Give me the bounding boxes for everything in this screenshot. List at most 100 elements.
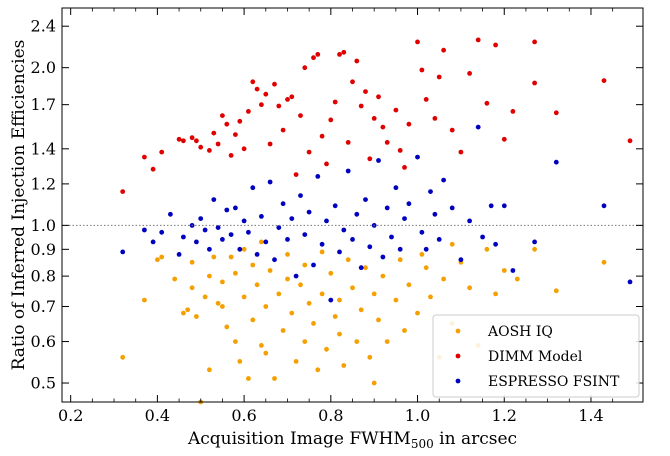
point-dimm-model-29	[293, 172, 299, 178]
point-aosh-iq-3	[159, 254, 165, 260]
point-espresso-fsint-36	[315, 174, 321, 179]
point-aosh-iq-21	[233, 270, 238, 276]
point-dimm-model-38	[332, 99, 338, 105]
point-espresso-fsint-13	[215, 225, 221, 231]
point-espresso-fsint-67	[467, 218, 472, 224]
point-aosh-iq-63	[376, 317, 381, 323]
legend-marker	[455, 328, 461, 334]
point-aosh-iq-85	[532, 246, 537, 252]
point-espresso-fsint-68	[475, 124, 481, 130]
point-aosh-iq-29	[259, 343, 264, 348]
point-dimm-model-8	[198, 144, 204, 150]
x-tick-label: 0.4	[145, 406, 170, 425]
point-dimm-model-47	[371, 116, 377, 121]
point-dimm-model-24	[272, 81, 277, 87]
point-aosh-iq-68	[402, 328, 407, 333]
point-espresso-fsint-73	[510, 268, 516, 273]
point-espresso-fsint-46	[358, 265, 364, 271]
point-aosh-iq-24	[241, 294, 247, 300]
point-aosh-iq-28	[254, 282, 260, 288]
point-aosh-iq-44	[306, 300, 312, 306]
point-espresso-fsint-23	[259, 214, 264, 219]
point-aosh-iq-43	[302, 262, 308, 268]
point-dimm-model-15	[233, 132, 238, 138]
y-tick-label: 0.7	[31, 297, 56, 316]
point-aosh-iq-84	[514, 276, 520, 282]
point-dimm-model-21	[259, 102, 264, 108]
point-espresso-fsint-26	[272, 257, 277, 263]
point-dimm-model-73	[627, 138, 633, 144]
point-aosh-iq-75	[441, 276, 446, 282]
point-aosh-iq-51	[332, 314, 338, 319]
point-aosh-iq-5	[181, 310, 186, 316]
point-espresso-fsint-42	[341, 227, 347, 233]
point-dimm-model-45	[363, 89, 368, 94]
point-dimm-model-62	[458, 149, 464, 155]
point-aosh-iq-60	[367, 354, 373, 360]
point-dimm-model-48	[376, 94, 381, 100]
point-aosh-iq-27	[250, 262, 256, 268]
point-aosh-iq-30	[259, 239, 264, 245]
point-dimm-model-23	[267, 141, 273, 147]
point-espresso-fsint-60	[423, 246, 429, 252]
point-dimm-model-26	[280, 127, 286, 133]
point-aosh-iq-69	[406, 282, 412, 288]
point-espresso-fsint-33	[302, 232, 308, 238]
point-espresso-fsint-72	[501, 203, 507, 209]
point-dimm-model-36	[324, 161, 329, 167]
point-aosh-iq-72	[423, 265, 429, 271]
point-espresso-fsint-53	[389, 234, 394, 240]
point-aosh-iq-66	[393, 297, 399, 303]
legend-box	[432, 314, 640, 398]
point-espresso-fsint-77	[627, 279, 633, 285]
point-espresso-fsint-22	[254, 252, 260, 257]
point-dimm-model-72	[601, 78, 607, 83]
point-espresso-fsint-25	[267, 179, 273, 185]
point-espresso-fsint-47	[363, 197, 368, 203]
point-aosh-iq-20	[233, 339, 238, 344]
point-dimm-model-40	[341, 49, 347, 55]
point-espresso-fsint-32	[298, 193, 303, 199]
point-aosh-iq-6	[185, 307, 191, 313]
y-tick-label: 1.4	[31, 139, 56, 158]
x-tick-label: 0.8	[318, 406, 343, 425]
point-dimm-model-17	[241, 146, 247, 152]
point-aosh-iq-64	[380, 273, 386, 279]
point-dimm-model-71	[553, 110, 559, 116]
point-dimm-model-4	[176, 136, 182, 142]
point-espresso-fsint-14	[220, 237, 225, 242]
point-espresso-fsint-44	[350, 237, 355, 242]
point-espresso-fsint-18	[237, 246, 243, 252]
y-tick-label: 0.9	[31, 240, 56, 259]
point-dimm-model-70	[532, 80, 537, 86]
point-espresso-fsint-69	[480, 234, 485, 240]
point-dimm-model-2	[150, 166, 156, 172]
x-axis-label: Acquisition Image FWHM500 in arcsec	[187, 429, 517, 451]
point-dimm-model-10	[211, 130, 217, 136]
y-axis-label: Ratio of Inferred Injection Efficiencies	[9, 40, 29, 371]
ticks-layer: 0.2 0.4 0.6 0.8 1.0 1.2 1.4 0.5 0.6 0.7 0.8 0.9 1.0 1…	[31, 8, 643, 425]
point-espresso-fsint-12	[211, 197, 217, 203]
point-espresso-fsint-74	[532, 239, 537, 245]
y-tick-label: 1.2	[31, 174, 56, 193]
point-aosh-iq-9	[194, 314, 199, 319]
point-aosh-iq-56	[350, 285, 355, 291]
point-espresso-fsint-51	[380, 254, 386, 260]
point-espresso-fsint-61	[428, 189, 433, 195]
legend-label: AOSH IQ	[487, 324, 553, 340]
legend-marker	[455, 378, 461, 384]
point-aosh-iq-11	[202, 294, 208, 300]
point-aosh-iq-13	[207, 367, 212, 373]
point-espresso-fsint-57	[406, 201, 412, 207]
point-espresso-fsint-21	[250, 185, 256, 191]
point-aosh-iq-50	[328, 270, 334, 276]
point-aosh-iq-53	[337, 331, 342, 337]
point-aosh-iq-82	[493, 291, 498, 297]
point-dimm-model-1	[142, 154, 147, 160]
point-aosh-iq-81	[484, 246, 490, 252]
point-aosh-iq-22	[237, 359, 243, 364]
point-dimm-model-3	[159, 149, 165, 155]
point-aosh-iq-71	[419, 252, 425, 257]
point-aosh-iq-48	[319, 249, 325, 255]
point-espresso-fsint-45	[354, 211, 360, 217]
